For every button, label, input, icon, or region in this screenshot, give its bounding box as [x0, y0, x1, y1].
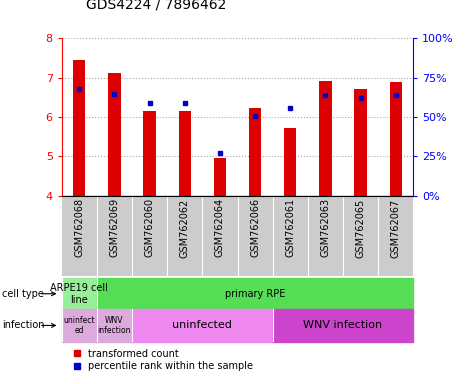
Text: GSM762062: GSM762062: [180, 198, 190, 258]
Bar: [214, 159, 226, 196]
Bar: [73, 60, 86, 196]
Bar: [108, 73, 121, 196]
Text: GSM762068: GSM762068: [74, 198, 85, 257]
Text: WNV
infection: WNV infection: [98, 316, 131, 335]
Text: GDS4224 / 7896462: GDS4224 / 7896462: [86, 0, 226, 12]
Text: infection: infection: [2, 320, 45, 331]
Text: uninfect
ed: uninfect ed: [64, 316, 95, 335]
Bar: [284, 128, 296, 196]
Bar: [249, 108, 261, 196]
Bar: [378, 196, 413, 276]
Text: GSM762060: GSM762060: [144, 198, 155, 257]
Bar: [97, 196, 132, 276]
Bar: [273, 196, 308, 276]
Bar: [167, 196, 202, 276]
Bar: [308, 196, 343, 276]
Bar: [132, 309, 273, 342]
Text: GSM762061: GSM762061: [285, 198, 295, 257]
Text: GSM762064: GSM762064: [215, 198, 225, 257]
Text: uninfected: uninfected: [172, 320, 232, 331]
Bar: [62, 278, 97, 309]
Bar: [97, 309, 132, 342]
Text: GSM762067: GSM762067: [390, 198, 401, 258]
Bar: [62, 309, 97, 342]
Bar: [62, 196, 97, 276]
Text: ARPE19 cell
line: ARPE19 cell line: [50, 283, 108, 305]
Bar: [343, 196, 378, 276]
Bar: [319, 81, 332, 196]
Bar: [273, 309, 413, 342]
Bar: [390, 83, 402, 196]
Bar: [143, 111, 156, 196]
Text: primary RPE: primary RPE: [225, 289, 285, 299]
Bar: [354, 89, 367, 196]
Legend: transformed count, percentile rank within the sample: transformed count, percentile rank withi…: [73, 349, 254, 371]
Bar: [202, 196, 238, 276]
Text: GSM762065: GSM762065: [355, 198, 366, 258]
Text: cell type: cell type: [2, 289, 44, 299]
Text: GSM762063: GSM762063: [320, 198, 331, 257]
Text: WNV infection: WNV infection: [304, 320, 382, 331]
Bar: [179, 111, 191, 196]
Text: GSM762069: GSM762069: [109, 198, 120, 257]
Bar: [132, 196, 167, 276]
Bar: [238, 196, 273, 276]
Text: GSM762066: GSM762066: [250, 198, 260, 257]
